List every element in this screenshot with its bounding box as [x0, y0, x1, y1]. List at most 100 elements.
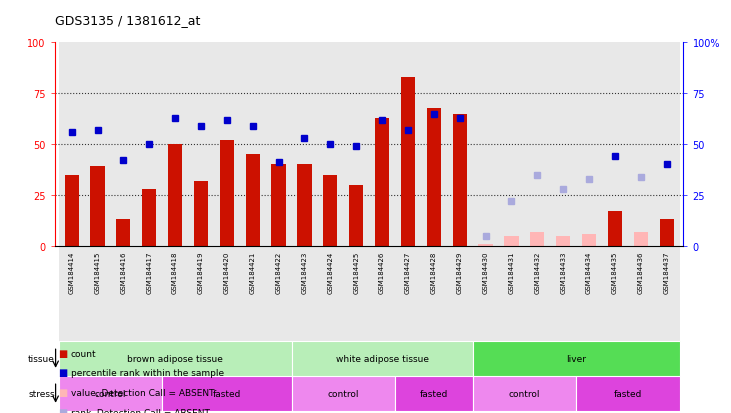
Bar [395, 376, 473, 411]
Bar [162, 246, 188, 341]
Text: GSM184426: GSM184426 [379, 251, 385, 293]
Text: GSM184421: GSM184421 [250, 251, 256, 293]
Text: GSM184437: GSM184437 [664, 251, 670, 293]
Bar [556, 236, 570, 246]
Text: ■: ■ [58, 407, 68, 413]
Bar [654, 43, 680, 246]
Text: ■: ■ [58, 348, 68, 358]
Bar [271, 165, 286, 246]
Bar [194, 181, 208, 246]
Bar [110, 43, 136, 246]
Bar [369, 246, 395, 341]
Text: GSM184423: GSM184423 [301, 251, 308, 293]
Bar [162, 376, 292, 411]
Bar [265, 43, 292, 246]
Bar [499, 43, 524, 246]
Text: GSM184436: GSM184436 [638, 251, 644, 293]
Bar [136, 246, 162, 341]
Bar [550, 246, 576, 341]
Text: GSM184414: GSM184414 [69, 251, 75, 293]
Bar [576, 43, 602, 246]
Bar [452, 114, 467, 246]
Bar [582, 234, 596, 246]
Bar [292, 246, 317, 341]
Text: rank, Detection Call = ABSENT: rank, Detection Call = ABSENT [71, 408, 210, 413]
Bar [628, 246, 654, 341]
Bar [401, 78, 415, 246]
Bar [136, 43, 162, 246]
Bar [214, 246, 240, 341]
Text: GSM184417: GSM184417 [146, 251, 152, 293]
Text: ■: ■ [58, 368, 68, 377]
Bar [576, 376, 680, 411]
Bar [576, 246, 602, 341]
Text: fasted: fasted [614, 389, 642, 398]
Bar [421, 246, 447, 341]
Bar [168, 145, 182, 246]
Bar [344, 43, 369, 246]
Text: GSM184425: GSM184425 [353, 251, 359, 293]
Bar [317, 43, 344, 246]
Bar [427, 108, 441, 246]
Bar [292, 376, 395, 411]
Bar [659, 220, 674, 246]
Text: GSM184422: GSM184422 [276, 251, 281, 293]
Text: GSM184434: GSM184434 [586, 251, 592, 293]
Text: GSM184424: GSM184424 [327, 251, 333, 293]
Text: tissue: tissue [29, 354, 55, 363]
Bar [188, 246, 214, 341]
Text: GSM184427: GSM184427 [405, 251, 411, 293]
Text: GSM184428: GSM184428 [431, 251, 437, 293]
Bar [64, 175, 79, 246]
Bar [473, 341, 680, 376]
Text: brown adipose tissue: brown adipose tissue [127, 354, 223, 363]
Bar [323, 175, 338, 246]
Bar [58, 376, 162, 411]
Bar [349, 185, 363, 246]
Bar [188, 43, 214, 246]
Text: control: control [327, 389, 359, 398]
Bar [298, 165, 311, 246]
Bar [246, 155, 260, 246]
Bar [317, 246, 344, 341]
Bar [504, 236, 518, 246]
Bar [447, 43, 473, 246]
Text: GSM184432: GSM184432 [534, 251, 540, 293]
Bar [369, 43, 395, 246]
Bar [240, 246, 265, 341]
Bar [142, 190, 156, 246]
Bar [240, 43, 265, 246]
Text: control: control [509, 389, 540, 398]
Bar [292, 43, 317, 246]
Bar [395, 43, 421, 246]
Bar [479, 244, 493, 246]
Bar [602, 246, 628, 341]
Text: GDS3135 / 1381612_at: GDS3135 / 1381612_at [55, 14, 200, 27]
Bar [220, 141, 234, 246]
Bar [524, 246, 550, 341]
Bar [473, 43, 499, 246]
Text: GSM184418: GSM184418 [172, 251, 178, 293]
Text: count: count [71, 349, 96, 358]
Bar [524, 43, 550, 246]
Text: GSM184430: GSM184430 [482, 251, 488, 293]
Text: ■: ■ [58, 387, 68, 397]
Bar [447, 246, 473, 341]
Bar [530, 232, 545, 246]
Text: GSM184429: GSM184429 [457, 251, 463, 293]
Bar [395, 246, 421, 341]
Bar [473, 246, 499, 341]
Bar [634, 232, 648, 246]
Bar [110, 246, 136, 341]
Text: white adipose tissue: white adipose tissue [336, 354, 428, 363]
Bar [344, 246, 369, 341]
Text: liver: liver [566, 354, 586, 363]
Text: GSM184420: GSM184420 [224, 251, 230, 293]
Bar [628, 43, 654, 246]
Bar [602, 43, 628, 246]
Text: GSM184419: GSM184419 [198, 251, 204, 293]
Bar [58, 43, 85, 246]
Text: value, Detection Call = ABSENT: value, Detection Call = ABSENT [71, 388, 214, 397]
Bar [85, 246, 110, 341]
Text: GSM184431: GSM184431 [509, 251, 515, 293]
